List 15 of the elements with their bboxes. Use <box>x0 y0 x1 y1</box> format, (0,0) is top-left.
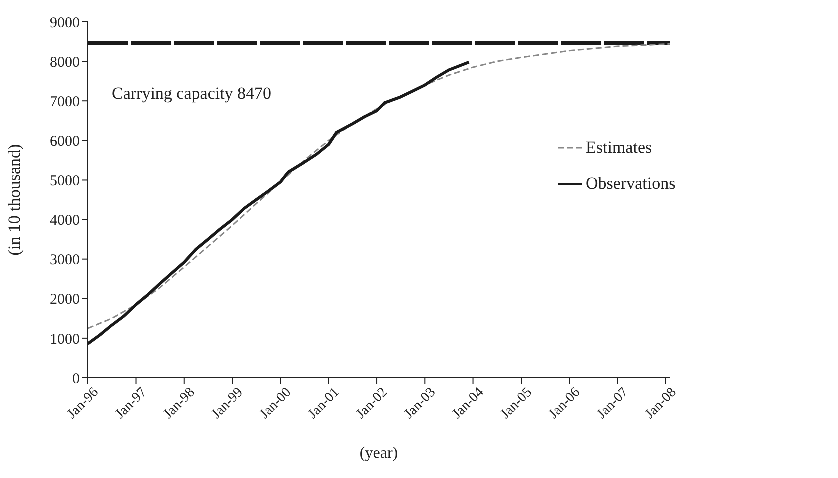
y-tick-label: 6000 <box>50 134 80 150</box>
x-axis-title: (year) <box>360 445 398 462</box>
y-tick-label: 0 <box>72 371 80 388</box>
y-tick-label: 7000 <box>50 94 80 110</box>
y-tick-label: 4000 <box>50 213 80 230</box>
y-tick-label: 1000 <box>50 332 80 348</box>
y-axis-title: (in 10 thousand) <box>5 144 24 256</box>
y-tick-label: 5000 <box>50 174 80 190</box>
y-tick-label: 2000 <box>50 292 80 308</box>
legend-label: Estimates <box>586 138 652 158</box>
y-tick-label: 8000 <box>50 54 80 71</box>
y-tick-label: 9000 <box>50 15 80 32</box>
y-tick-label: 3000 <box>50 252 80 269</box>
legend-label: Observations <box>586 174 676 194</box>
ref-line-label: Carrying capacity 8470 <box>112 84 272 104</box>
